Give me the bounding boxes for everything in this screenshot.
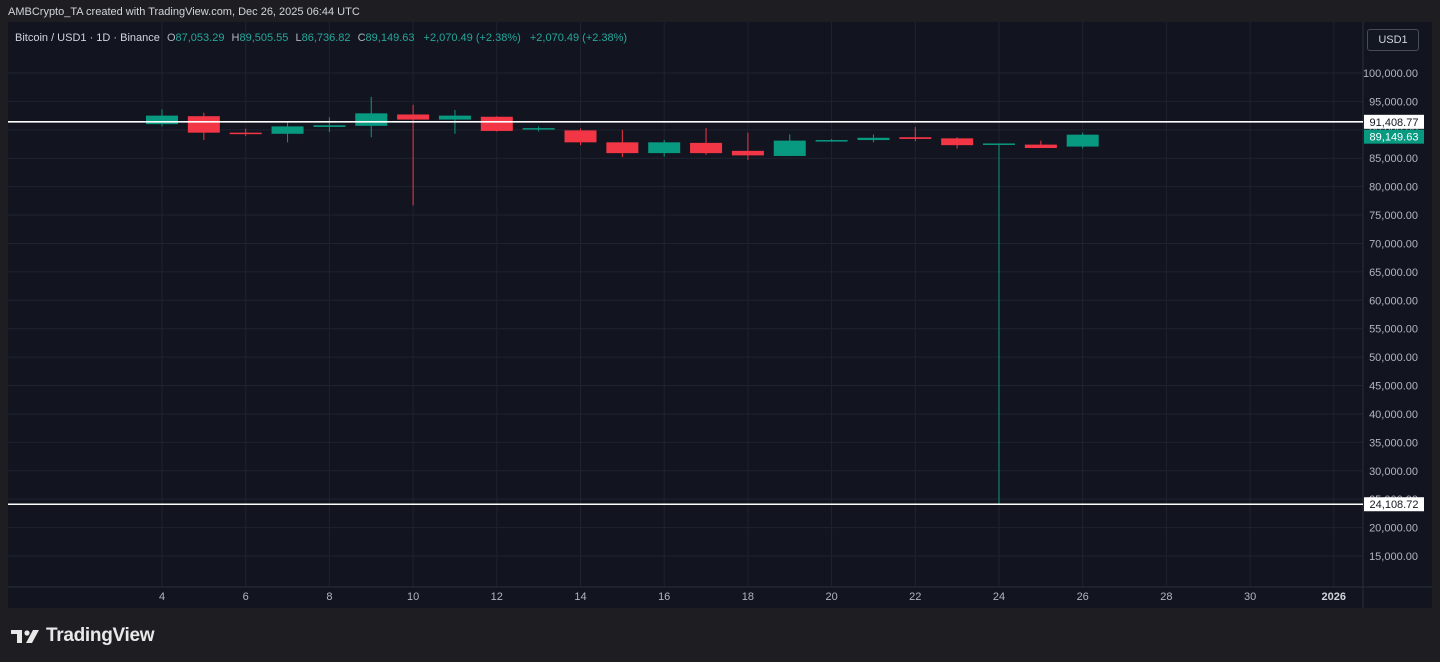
chart-header: AMBCrypto_TA created with TradingView.co… [8,6,360,18]
y-tick-label: 75,000.00 [1369,210,1418,222]
y-tick-label: 80,000.00 [1369,182,1418,194]
y-tick-label: 65,000.00 [1369,267,1418,279]
y-tick-label: 55,000.00 [1369,324,1418,336]
footer-branding: TradingView [10,625,155,647]
candle-body [606,142,639,154]
hline-price-label: 24,108.72 [1370,499,1419,511]
grid [8,22,1432,608]
open-value: 87,053.29 [175,32,225,44]
candle-body [271,126,304,134]
open-label: O [166,32,176,44]
candle-body [731,150,764,156]
price-labels: 91,408.77 24,108.72 89,149.63 [1364,114,1424,512]
hline-label-bg [1364,497,1424,512]
candle-body [815,140,848,142]
horizontal-lines [8,121,1363,506]
tradingview-logo-icon [11,630,39,643]
y-tick-label: 45,000.00 [1369,381,1418,393]
high-label: H [231,32,240,44]
hline-label-bg [1364,114,1424,129]
candle-body [941,138,974,146]
candle-body [773,140,806,156]
y-tick-label: 50,000.00 [1369,352,1418,364]
y-tick-label: 35,000.00 [1369,437,1418,449]
y-tick-label: 85,000.00 [1369,153,1418,165]
y-tick-label: 70,000.00 [1369,238,1418,250]
candle-body [355,113,388,126]
last-price-label: 89,149.63 [1370,132,1419,144]
candle-body [690,142,723,154]
y-tick-label: 95,000.00 [1369,96,1418,108]
x-tick-label: 20 [825,591,837,603]
last-price-bg [1364,129,1424,144]
chart-panel[interactable]: 100,000.0095,000.0090,000.0085,000.0080,… [8,22,1432,608]
x-tick-label: 18 [742,591,754,603]
candle-body [1066,134,1099,147]
candle-body [229,132,262,135]
close-value: 89,149.63 [365,32,415,44]
candlestick-chart[interactable]: 100,000.0095,000.0090,000.0085,000.0080,… [8,22,1432,608]
low-label: L [295,32,302,44]
ohlc-legend: Bitcoin / USD1 · 1D · Binance O87,053.29… [15,32,627,44]
change-value-2: +2,070.49 (+2.38%) [529,32,628,44]
candle-body [648,142,681,154]
change-value: +2,070.49 (+2.38%) [423,32,521,44]
x-tick-label: 24 [993,591,1005,603]
x-tick-label: 10 [407,591,419,603]
candle-body [564,130,597,143]
close-label: C [357,32,366,44]
y-tick-label: 60,000.00 [1369,295,1418,307]
low-value: 86,736.82 [301,32,351,44]
x-tick-label: 14 [574,591,586,603]
candle-body [146,115,178,125]
high-value: 89,505.55 [239,32,289,44]
x-tick-label: 28 [1160,591,1172,603]
x-tick-label: 6 [243,591,249,603]
x-tick-label: 2026 [1322,591,1346,603]
x-tick-label: 12 [491,591,503,603]
candle-body [397,114,430,120]
x-tick-label: 30 [1244,591,1256,603]
x-tick-label: 8 [326,591,332,603]
y-tick-label: 100,000.00 [1363,68,1418,80]
x-tick-label: 16 [658,591,670,603]
y-tick-label: 40,000.00 [1369,409,1418,421]
symbol-title[interactable]: Bitcoin / USD1 · 1D · Binance [15,32,160,44]
x-tick-label: 4 [159,591,165,603]
candle-body [187,116,220,133]
candle-body [480,116,513,131]
y-tick-label: 30,000.00 [1369,466,1418,478]
time-axis: 4 6 8 10 12 14 16 18 20 22 24 26 28 30 2026 [159,591,1346,603]
candle-body [899,137,932,139]
candle-body [438,115,471,120]
tradingview-brand: TradingView [46,625,155,646]
candle-body [857,137,890,141]
candle-body [522,128,555,130]
hline-price-label: 91,408.77 [1370,117,1419,129]
x-tick-label: 26 [1077,591,1089,603]
candle-body [313,125,346,127]
x-tick-label: 22 [909,591,921,603]
y-tick-label: 15,000.00 [1369,551,1418,563]
currency-button[interactable]: USD1 [1367,29,1419,51]
candle-body [983,143,1015,145]
candles [146,96,1099,505]
candle-body [1024,144,1057,149]
y-tick-label: 20,000.00 [1369,523,1418,535]
